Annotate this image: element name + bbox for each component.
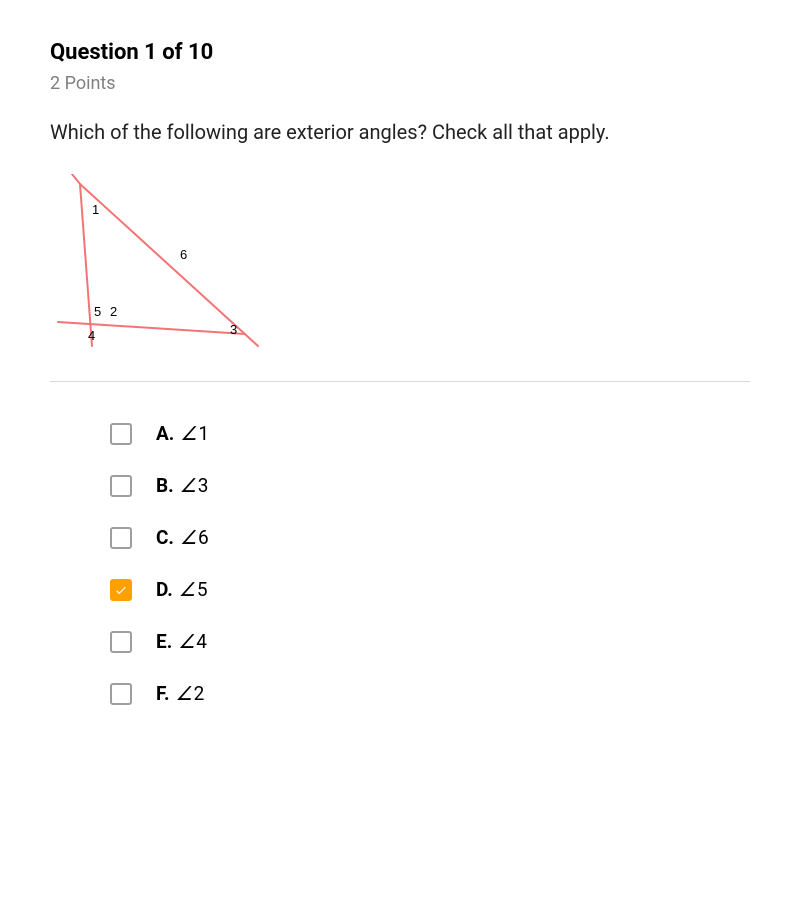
option-letter: E. xyxy=(156,630,172,653)
option-row: A. ∠1 xyxy=(110,422,750,446)
option-label: F. ∠2 xyxy=(156,682,204,706)
option-label: A. ∠1 xyxy=(156,422,209,446)
option-angle: ∠2 xyxy=(176,682,205,706)
svg-text:2: 2 xyxy=(110,304,117,319)
option-checkbox[interactable] xyxy=(110,527,132,549)
question-header: Question 1 of 10 xyxy=(50,40,750,65)
angle-symbol-icon: ∠ xyxy=(180,424,197,445)
option-checkbox[interactable] xyxy=(110,631,132,653)
option-angle: ∠3 xyxy=(180,474,209,498)
option-angle: ∠5 xyxy=(179,578,208,602)
option-label: E. ∠4 xyxy=(156,630,207,654)
angle-number: 4 xyxy=(196,630,207,653)
option-checkbox[interactable] xyxy=(110,475,132,497)
option-label: B. ∠3 xyxy=(156,474,208,498)
option-checkbox[interactable] xyxy=(110,579,132,601)
angle-number: 3 xyxy=(198,474,209,497)
option-row: B. ∠3 xyxy=(110,474,750,498)
question-prompt: Which of the following are exterior angl… xyxy=(50,118,750,146)
option-row: F. ∠2 xyxy=(110,682,750,706)
svg-text:1: 1 xyxy=(92,202,99,217)
check-icon xyxy=(114,583,128,597)
svg-text:4: 4 xyxy=(88,328,95,343)
angle-symbol-icon: ∠ xyxy=(176,684,193,705)
option-row: C. ∠6 xyxy=(110,526,750,550)
angle-symbol-icon: ∠ xyxy=(178,632,195,653)
option-checkbox[interactable] xyxy=(110,423,132,445)
svg-text:3: 3 xyxy=(230,322,237,337)
divider xyxy=(50,381,750,382)
option-letter: B. xyxy=(156,474,174,497)
option-letter: C. xyxy=(156,526,174,549)
svg-text:5: 5 xyxy=(94,304,101,319)
option-letter: A. xyxy=(156,422,174,445)
option-angle: ∠6 xyxy=(180,526,209,550)
options-list: A.∠1B.∠3C.∠6D.∠5E.∠4F.∠2 xyxy=(50,422,750,706)
diagram-svg: 1 2 3 4 5 6 xyxy=(50,174,270,359)
option-row: E. ∠4 xyxy=(110,630,750,654)
angle-number: 6 xyxy=(198,526,209,549)
option-letter: F. xyxy=(156,682,170,705)
option-checkbox[interactable] xyxy=(110,683,132,705)
svg-text:6: 6 xyxy=(180,247,187,262)
option-angle: ∠1 xyxy=(180,422,209,446)
option-letter: D. xyxy=(156,578,173,601)
points-label: 2 Points xyxy=(50,73,750,94)
angle-number: 5 xyxy=(197,578,208,601)
angle-number: 2 xyxy=(194,682,205,705)
angle-symbol-icon: ∠ xyxy=(179,580,196,601)
option-label: D. ∠5 xyxy=(156,578,208,602)
angle-symbol-icon: ∠ xyxy=(180,476,197,497)
option-row: D. ∠5 xyxy=(110,578,750,602)
option-angle: ∠4 xyxy=(178,630,207,654)
option-label: C. ∠6 xyxy=(156,526,209,550)
angle-symbol-icon: ∠ xyxy=(180,528,197,549)
angle-number: 1 xyxy=(198,422,209,445)
triangle-diagram: 1 2 3 4 5 6 xyxy=(50,174,750,363)
